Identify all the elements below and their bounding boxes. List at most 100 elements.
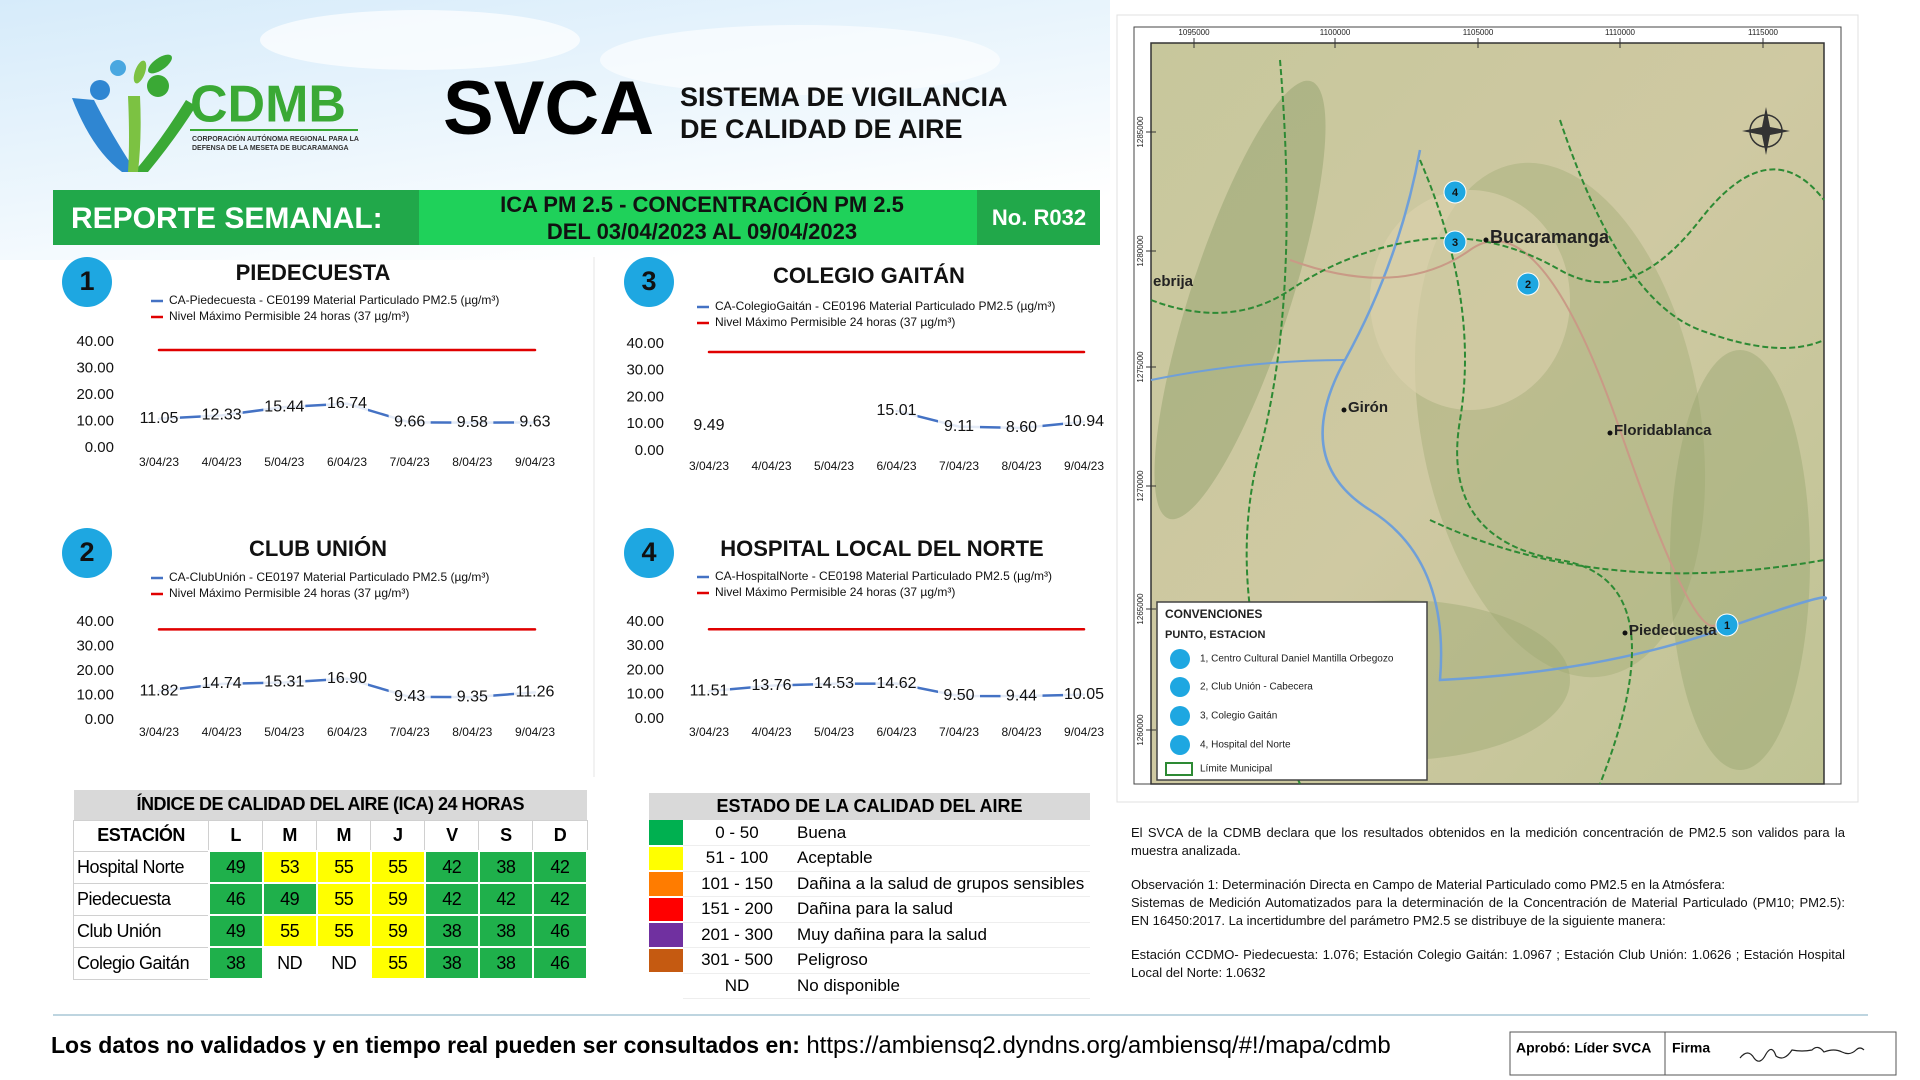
x-tick-label: 7/04/23 (390, 725, 430, 739)
ica-cell: 46 (531, 946, 589, 980)
data-label: 10.94 (1064, 413, 1104, 430)
map-legend-item: 3, Colegio Gaitán (1200, 711, 1277, 722)
data-label-bg (1000, 686, 1043, 706)
data-label-bg (200, 405, 243, 425)
compass-star (1742, 107, 1790, 155)
map-x-label: 1110000 (1605, 28, 1636, 37)
ica-station: Club Unión (72, 914, 210, 948)
x-tick-label: 9/04/23 (515, 725, 555, 739)
ica-cell: 55 (369, 946, 426, 980)
data-label-bg (388, 412, 431, 432)
ica-cell: 38 (477, 850, 534, 884)
map-x-label: 1115000 (1748, 28, 1779, 37)
data-label-bg (451, 412, 494, 432)
map-y-label: 1260000 (1136, 714, 1145, 746)
chart-badge-number: 4 (641, 537, 656, 567)
x-tick-label: 4/04/23 (202, 455, 242, 469)
data-label-bg (451, 687, 494, 707)
legend-label: Nivel Máximo Permisible 24 horas (37 µg/… (169, 309, 409, 323)
ica-cell: 59 (369, 914, 426, 948)
data-label: 9.44 (1006, 687, 1037, 704)
data-label-bg (938, 416, 980, 436)
y-tick-label: 10.00 (76, 412, 114, 429)
data-label: 9.11 (944, 418, 974, 435)
place-label: Floridablanca (1614, 422, 1712, 439)
data-label-bg (1063, 411, 1105, 431)
status-range: 201 - 300 (683, 922, 791, 948)
x-tick-label: 9/04/23 (515, 455, 555, 469)
boundary-swatch (1165, 762, 1193, 776)
status-label: Aceptable (791, 845, 1090, 872)
cloud (600, 25, 1000, 95)
status-label: Peligroso (791, 947, 1090, 974)
status-swatch (649, 973, 683, 1000)
x-tick-label: 7/04/23 (939, 725, 979, 739)
ica-column-header: D (532, 819, 588, 852)
ica-station: Piedecuesta (72, 882, 210, 916)
status-swatch (649, 871, 683, 898)
map-x-label: 1100000 (1320, 28, 1351, 37)
data-label-bg (138, 681, 180, 701)
note: Observación 1: Determinación Directa en … (1131, 877, 1725, 892)
report-number: No. R032 (992, 205, 1086, 230)
ica-column-header: L (208, 819, 264, 852)
data-label: 14.62 (876, 675, 916, 692)
map-boundary (1429, 519, 1825, 575)
chart-title: HOSPITAL LOCAL DEL NORTE (720, 536, 1044, 561)
ica-cell: 38 (477, 946, 534, 980)
ica-cell: ND (315, 946, 372, 980)
status-table-wrap: ESTADO DE LA CALIDAD DEL AIRE 0 - 50 Buena… (649, 793, 1090, 1000)
map-boundary (1559, 119, 1825, 349)
ica-cell: 42 (531, 850, 589, 884)
ica-cell: 42 (531, 882, 589, 916)
map-urban (1370, 190, 1570, 410)
status-label: Buena (791, 820, 1090, 846)
status-range: 0 - 50 (683, 820, 791, 846)
data-label-bg (263, 672, 306, 692)
y-tick-label: 10.00 (626, 415, 664, 432)
chart-badge-number: 1 (79, 266, 94, 296)
report-bar (977, 190, 1100, 245)
data-label: 8.60 (1006, 419, 1037, 436)
subtitle: SISTEMA DE VIGILANCIA (680, 82, 1008, 112)
ica-cell: 46 (531, 914, 589, 948)
chart-title: PIEDECUESTA (236, 260, 391, 285)
ica-title: ÍNDICE DE CALIDAD DEL AIRE (ICA) 24 HORA… (136, 794, 525, 815)
data-label-bg (326, 668, 368, 688)
data-label: 16.90 (327, 670, 367, 687)
place-dot (1622, 630, 1628, 636)
x-tick-label: 7/04/23 (939, 459, 979, 473)
y-tick-label: 0.00 (635, 442, 664, 459)
x-tick-label: 6/04/23 (876, 725, 916, 739)
ica-cell: 38 (423, 946, 480, 980)
x-tick-label: 6/04/23 (327, 725, 367, 739)
status-range: 101 - 150 (683, 871, 791, 897)
ica-column-header: M (316, 819, 372, 852)
legend-label: Nivel Máximo Permisible 24 horas (37 µg/… (169, 586, 409, 600)
compass (1742, 107, 1790, 155)
y-tick-label: 0.00 (635, 710, 664, 727)
map-x-label: 1095000 (1178, 28, 1210, 37)
status-label: Dañina para la salud (791, 896, 1090, 923)
map-legend-item: 4, Hospital del Norte (1200, 740, 1291, 751)
station-marker-label: 2 (1525, 279, 1531, 291)
x-tick-label: 5/04/23 (264, 725, 304, 739)
map-legend-item: 2, Club Unión - Cabecera (1200, 682, 1313, 693)
signature (1739, 1046, 1865, 1062)
map-y-label: 1270000 (1136, 470, 1145, 502)
ica-cell: 55 (315, 914, 372, 948)
data-label-bg (326, 393, 368, 413)
ica-cell: 42 (423, 850, 480, 884)
status-row: 51 - 100 Aceptable (649, 845, 1090, 872)
x-tick-label: 9/04/23 (1064, 725, 1104, 739)
data-label-bg (138, 408, 180, 428)
report-bar (53, 190, 420, 245)
data-label: 15.31 (264, 674, 304, 691)
report-label: REPORTE SEMANAL: (71, 202, 383, 235)
data-label-bg (263, 397, 306, 417)
ica-station: Hospital Norte (72, 850, 210, 884)
place-dot (1483, 237, 1489, 243)
y-tick-label: 40.00 (76, 333, 114, 350)
data-label: 11.26 (516, 684, 555, 701)
data-label: 14.74 (202, 675, 242, 692)
